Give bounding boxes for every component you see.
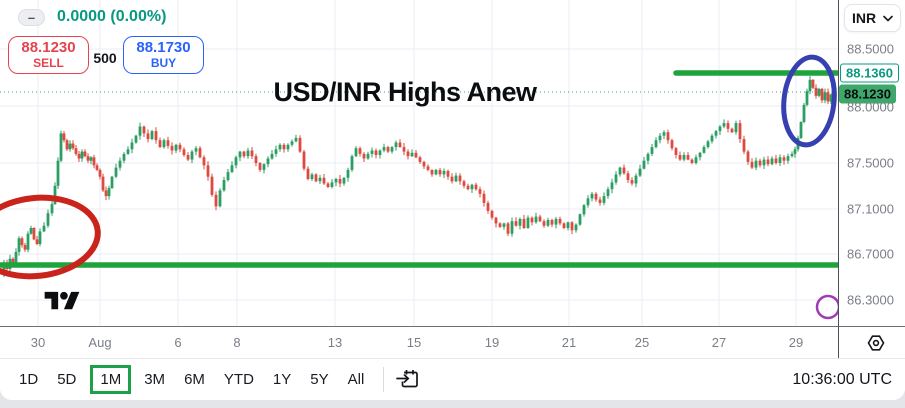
instrument-settings-button[interactable]	[864, 331, 888, 355]
price-axis[interactable]: INR 88.5000 88.1360 88.1230 88.0000 87.5000 8…	[838, 0, 905, 326]
candlestick-chart[interactable]	[0, 0, 841, 326]
price-axis-label: 87.5000	[847, 155, 894, 171]
hexagon-icon	[867, 335, 885, 351]
time-axis-label: Aug	[88, 335, 112, 350]
axis-border	[838, 0, 839, 358]
tradingview-logo[interactable]	[40, 288, 84, 320]
price-change-text: 0.0000 (0.00%)	[57, 8, 167, 25]
range-toolbar: 1D 5D 1M 3M 6M YTD 1Y 5Y All 10:36:00 UT…	[0, 358, 905, 400]
chart-plot-area[interactable]: USD/INR Highs Anew – 0.0000 (0.00%) 88.1…	[0, 0, 841, 326]
chevron-down-icon	[883, 15, 893, 22]
time-axis-label: 21	[561, 335, 577, 350]
price-axis-label: 86.3000	[847, 292, 894, 308]
sell-button[interactable]: 88.1230 SELL	[8, 36, 89, 74]
range-5y[interactable]: 5Y	[304, 367, 334, 392]
sell-label: SELL	[33, 55, 64, 70]
time-axis-label: 13	[327, 335, 343, 350]
time-axis[interactable]: 30 Aug 6 8 13 15 19 21 25 27 29	[0, 326, 905, 358]
sell-price: 88.1230	[21, 39, 76, 57]
time-axis-label: 25	[634, 335, 650, 350]
clock-utc: 10:36:00 UTC	[792, 370, 892, 388]
price-axis-label: 88.1230	[839, 84, 896, 104]
time-axis-label: 8	[233, 335, 241, 350]
range-all[interactable]: All	[342, 367, 371, 392]
collapse-panel-button[interactable]: –	[18, 9, 45, 26]
quantity-value[interactable]: 500	[93, 50, 117, 66]
time-axis-label: 29	[788, 335, 804, 350]
range-6m[interactable]: 6M	[178, 367, 211, 392]
price-axis-label: 88.0000	[847, 99, 894, 115]
buy-price: 88.1730	[136, 39, 191, 57]
chart-title: USD/INR Highs Anew	[273, 77, 537, 107]
price-axis-label: 88.1360	[840, 63, 899, 83]
range-3m[interactable]: 3M	[138, 367, 171, 392]
buy-button[interactable]: 88.1730 BUY	[123, 36, 204, 74]
buy-label: BUY	[150, 55, 177, 70]
currency-selector[interactable]: INR	[844, 4, 901, 32]
calendar-arrow-icon	[396, 370, 419, 388]
goto-date-button[interactable]	[394, 366, 421, 395]
toolbar-divider	[383, 367, 385, 392]
time-axis-label: 15	[406, 335, 422, 350]
range-ytd[interactable]: YTD	[218, 367, 260, 392]
price-axis-label: 88.5000	[847, 41, 894, 57]
minus-icon: –	[27, 9, 36, 25]
range-1m-active[interactable]: 1M	[90, 365, 132, 394]
tradingview-logo-icon	[44, 291, 80, 310]
range-1d[interactable]: 1D	[13, 367, 44, 392]
time-axis-label: 6	[174, 335, 182, 350]
price-axis-label: 87.1000	[847, 201, 894, 217]
time-axis-label: 19	[484, 335, 500, 350]
price-axis-label: 86.7000	[847, 246, 894, 262]
time-axis-label: 30	[30, 335, 46, 350]
currency-selector-value: INR	[852, 10, 877, 26]
time-axis-label: 27	[711, 335, 727, 350]
range-1y[interactable]: 1Y	[267, 367, 297, 392]
range-5d[interactable]: 5D	[51, 367, 82, 392]
